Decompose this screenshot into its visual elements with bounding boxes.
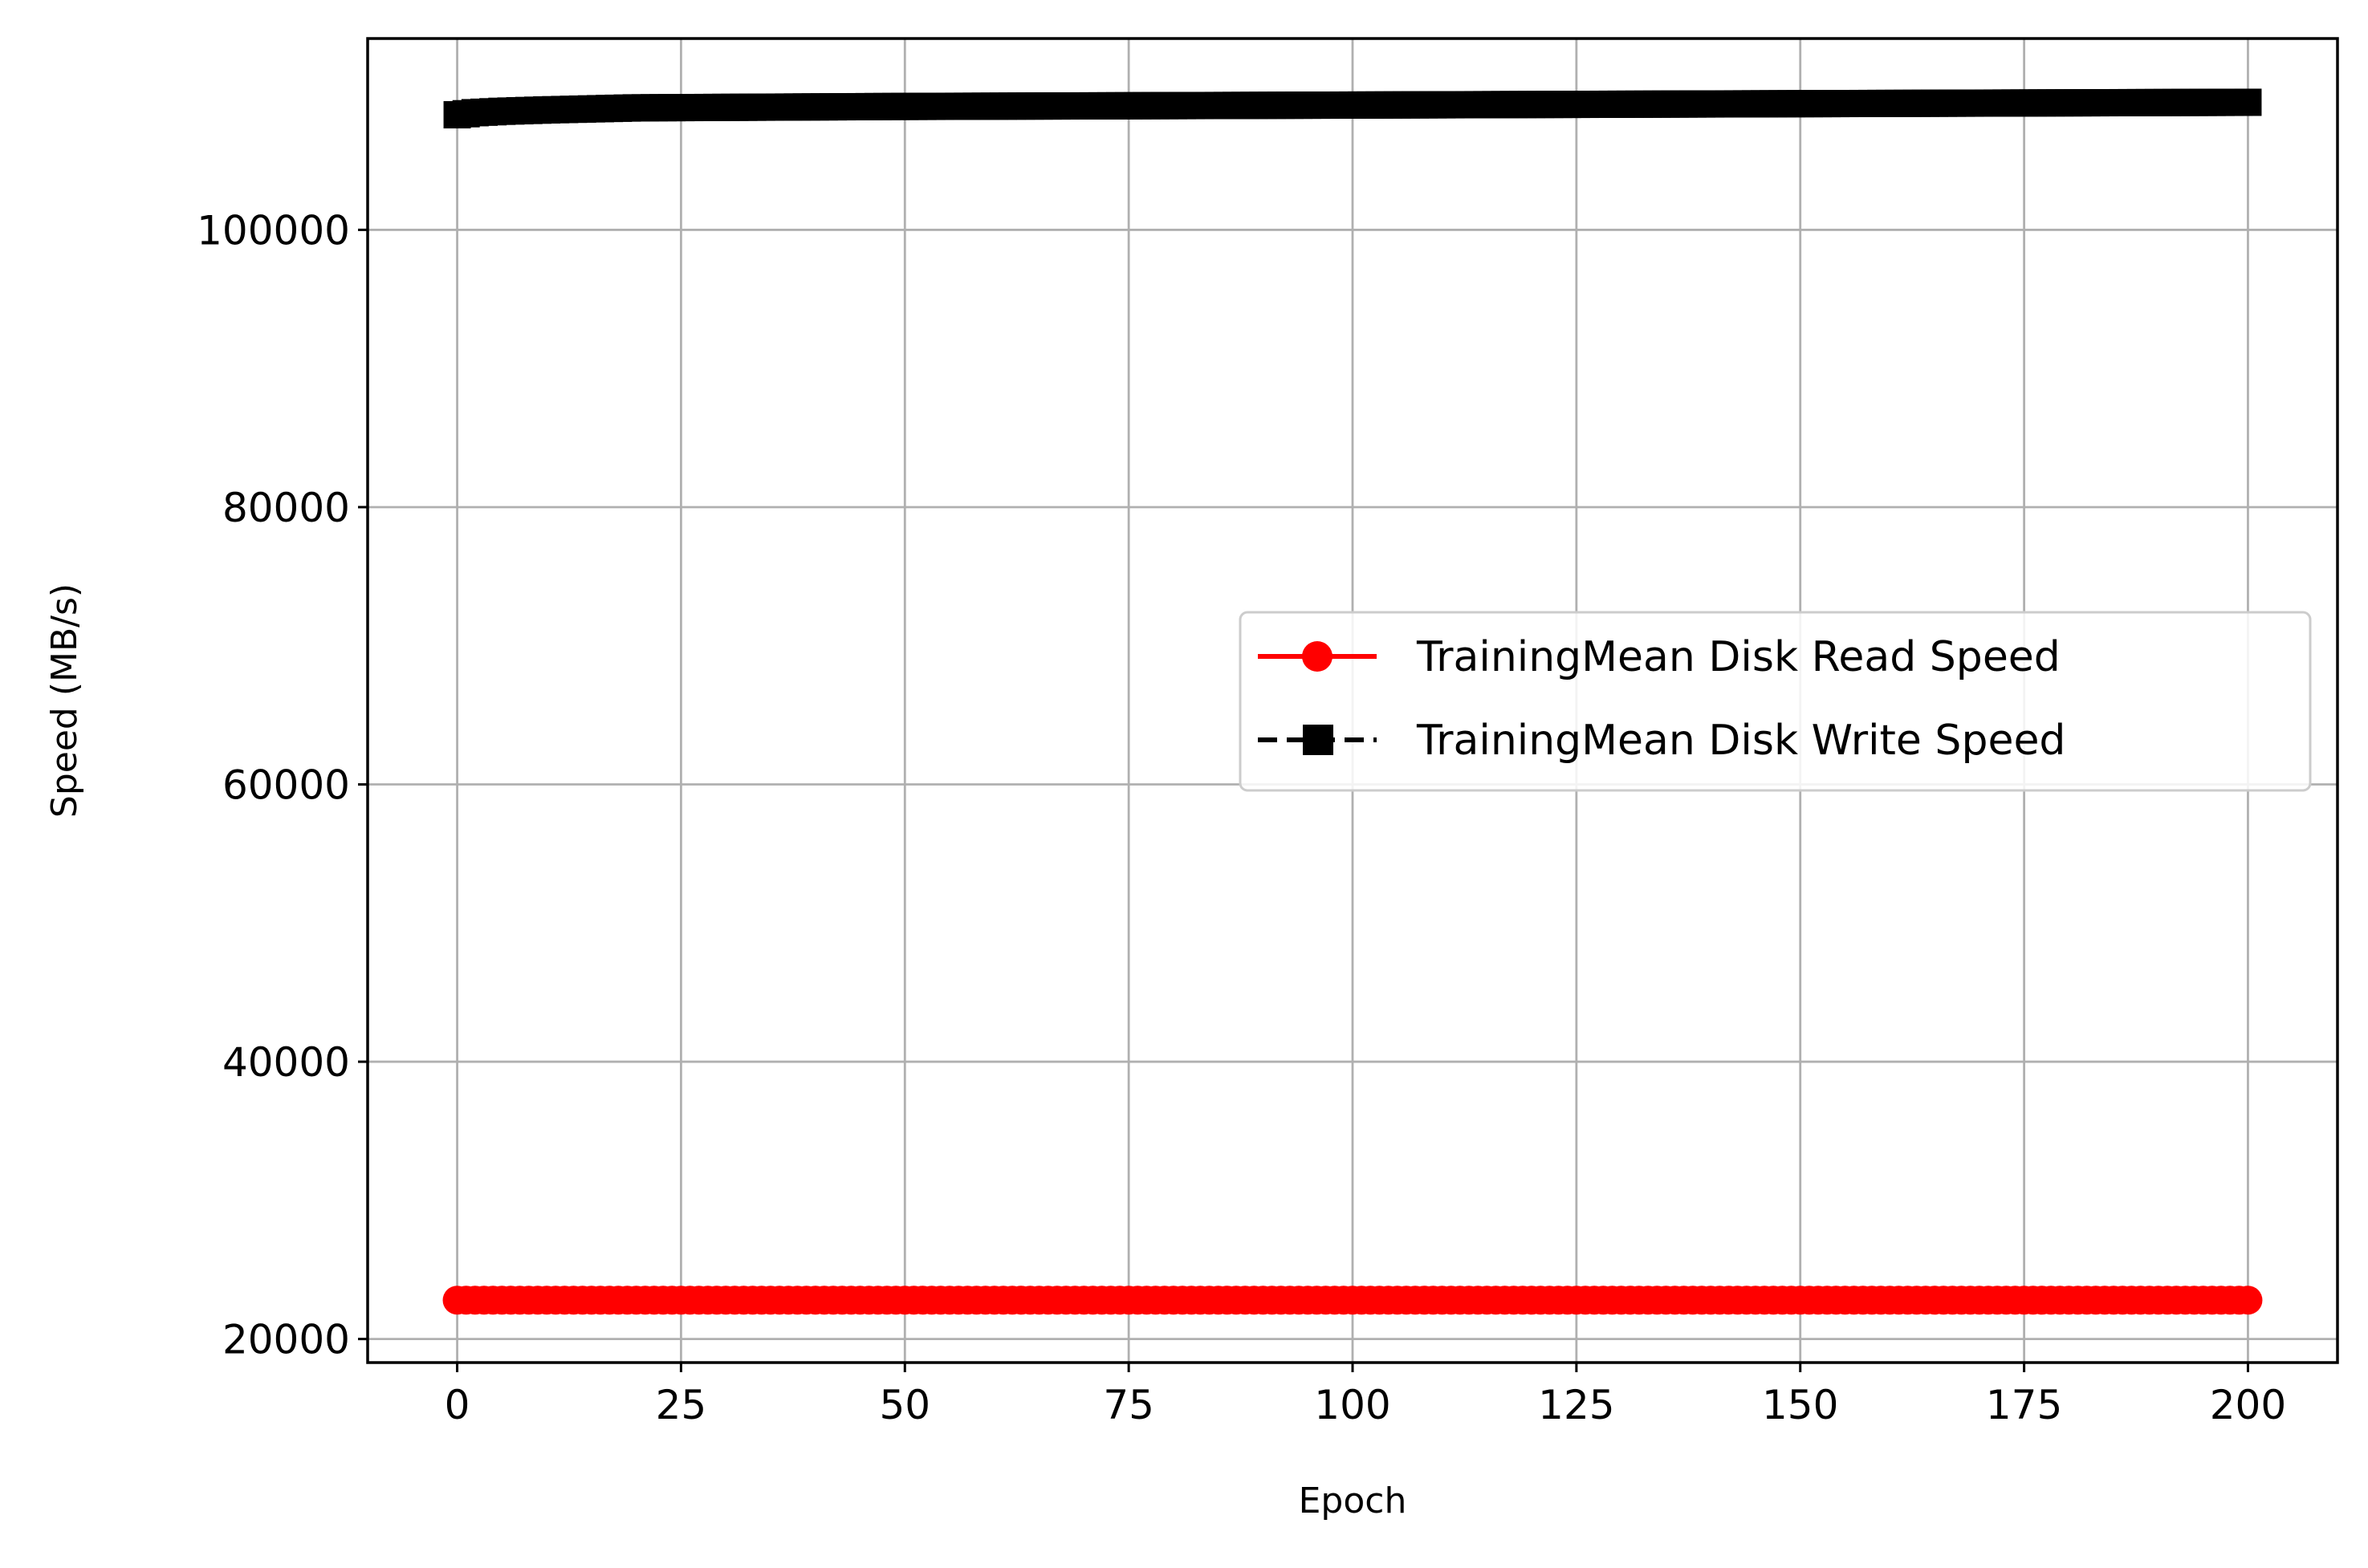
legend: TrainingMean Disk Read Speed TrainingMean… <box>1239 611 2312 792</box>
x-axis-label: Epoch <box>1299 1481 1407 1521</box>
legend-box <box>1239 611 2312 792</box>
series-write-speed <box>443 88 2262 129</box>
x-tick-label: 25 <box>656 1382 707 1428</box>
y-tick-label: 60000 <box>222 762 350 809</box>
x-tick-label: 75 <box>1103 1382 1154 1428</box>
x-tick-label: 100 <box>1314 1382 1390 1428</box>
data-point <box>2234 88 2262 116</box>
ticks: 0 25 50 75 100 125 150 175 200 20000 40000 60000 800… <box>197 207 2286 1428</box>
x-tick-label: 150 <box>1762 1382 1838 1428</box>
legend-marker <box>1302 641 1333 672</box>
y-tick-label: 80000 <box>222 485 350 531</box>
x-tick-label: 0 <box>445 1382 470 1428</box>
y-tick-label: 100000 <box>197 207 350 254</box>
y-axis-label: Speed (MB/s) <box>44 583 85 818</box>
grid <box>368 39 2337 1363</box>
y-tick-label: 20000 <box>222 1317 350 1363</box>
legend-label: TrainingMean Disk Write Speed <box>1416 717 2065 765</box>
data-point <box>2233 1286 2263 1315</box>
x-tick-label: 200 <box>2210 1382 2286 1428</box>
x-tick-label: 50 <box>879 1382 930 1428</box>
legend-item: TrainingMean Disk Read Speed <box>1258 633 2061 681</box>
legend-item: TrainingMean Disk Write Speed <box>1258 717 2065 765</box>
x-tick-label: 175 <box>1986 1382 2062 1428</box>
y-tick-label: 40000 <box>222 1039 350 1086</box>
series-layer <box>442 88 2263 1315</box>
legend-label: TrainingMean Disk Read Speed <box>1416 633 2061 681</box>
legend-marker <box>1303 725 1333 755</box>
x-tick-label: 125 <box>1538 1382 1614 1428</box>
series-read-speed <box>442 1286 2263 1315</box>
